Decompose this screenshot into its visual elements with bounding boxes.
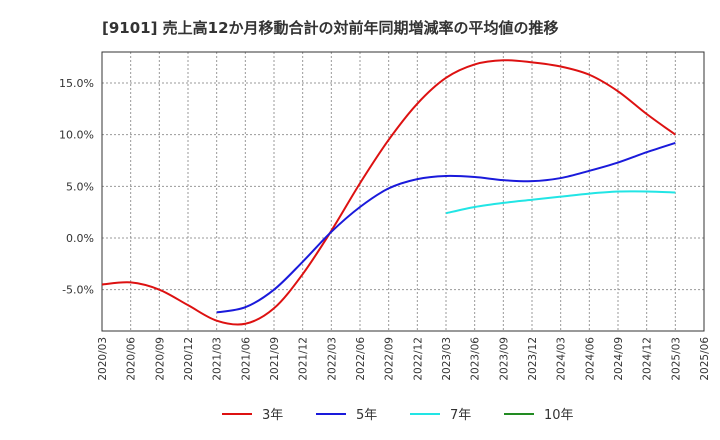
x-tick-label: 2024/12 [642,337,654,381]
series-line-1 [101,59,676,326]
x-tick-label: 2023/03 [441,337,453,381]
x-tick-label: 2021/03 [212,337,224,381]
x-tick-label: 2022/12 [412,337,424,381]
x-tick-label: 2020/12 [183,337,195,381]
x-tick-label: 2024/03 [556,337,568,381]
y-tick-label: 15.0% [59,77,94,90]
x-tick-label: 2021/09 [269,337,281,381]
x-tick-label: 2022/06 [355,337,367,381]
series-lines [101,59,676,326]
x-tick-label: 2022/03 [326,337,338,381]
x-tick-label: 2021/06 [240,337,252,381]
chart-title: [9101] 売上高12か月移動合計の対前年同期増減率の平均値の推移 [102,19,559,37]
x-axis-ticks: 2020/03 2020/06 2020/09 2020/12 2021/03 2021/… [97,337,711,381]
legend-label: 5年 [356,408,377,423]
x-tick-label: 2025/03 [670,337,682,381]
x-tick-label: 2022/09 [384,337,396,381]
x-tick-label: 2023/09 [498,337,510,381]
x-tick-label: 2024/09 [613,337,625,381]
grid [102,52,704,331]
series-line-2 [216,141,676,314]
y-tick-label: 0.0% [66,232,94,245]
x-tick-label: 2020/03 [97,337,109,381]
y-tick-label: 10.0% [59,129,94,142]
legend-label: 10年 [544,408,574,423]
x-tick-label: 2020/06 [126,337,138,381]
legend-label: 3年 [262,408,283,423]
x-tick-label: 2023/12 [527,337,539,381]
y-tick-label: 5.0% [66,180,94,193]
x-tick-label: 2025/06 [699,337,711,381]
x-tick-label: 2020/09 [154,337,166,381]
x-tick-label: 2024/06 [584,337,596,381]
legend-label: 7年 [450,408,471,423]
legend: 3年 5年 7年 10年 [222,408,574,423]
plot-frame [101,51,705,332]
x-tick-label: 2021/12 [298,337,310,381]
y-axis-ticks: -5.0% 0.0% 5.0% 10.0% 15.0% [59,77,94,297]
x-tick-label: 2023/06 [470,337,482,381]
series-line-3 [445,190,676,215]
y-tick-label: -5.0% [62,284,94,297]
